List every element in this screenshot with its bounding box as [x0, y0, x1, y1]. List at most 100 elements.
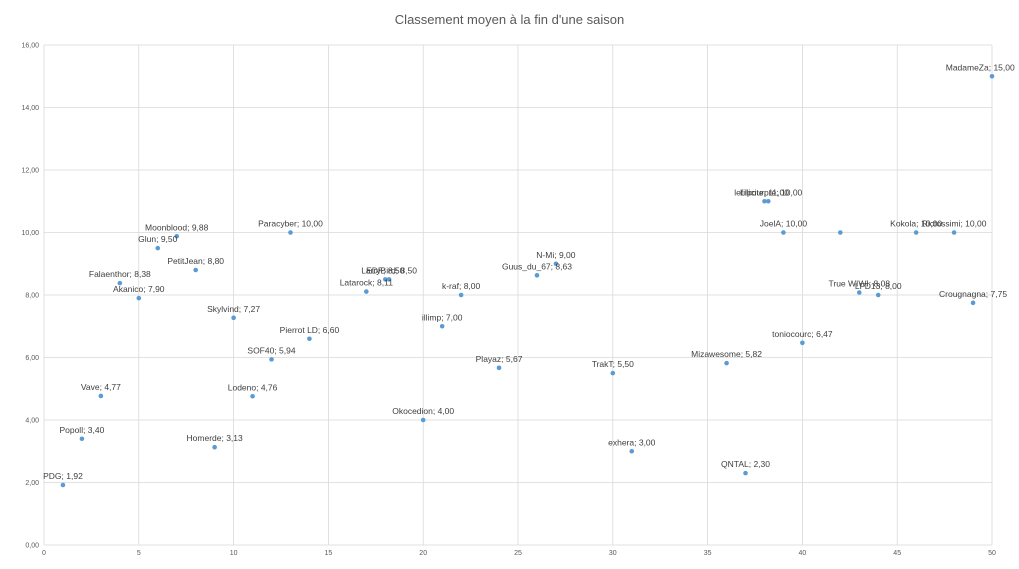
data-label: Rictossimi; 10,00: [922, 219, 987, 229]
data-label: Pierrot LD; 6,60: [280, 325, 340, 335]
data-point: [288, 230, 293, 235]
data-label: LFD13; 8,00: [855, 281, 902, 291]
chart-title: Classement moyen à la fin d'une saison: [394, 12, 625, 27]
data-point: [382, 277, 388, 282]
data-label: lefilpourpre; 10,00: [734, 187, 802, 197]
y-tick-label: 6,00: [25, 355, 39, 362]
data-label: Popoll; 3,40: [59, 425, 104, 435]
data-point: [724, 360, 729, 366]
data-label: SOF40; 5,94: [247, 345, 295, 355]
y-tick-label: 8,00: [25, 293, 39, 300]
data-point: [193, 267, 198, 273]
data-point: [553, 261, 559, 267]
data-label: Okocedion; 4,00: [392, 406, 454, 416]
data-point: [98, 393, 104, 399]
x-tick-label: 0: [42, 550, 46, 557]
data-point: [629, 448, 635, 454]
data-label: Kokola; 10,00: [890, 219, 942, 229]
data-label: exhera; 3,00: [608, 437, 656, 447]
data-label: Vave; 4,77: [81, 382, 121, 392]
y-tick-label: 10,00: [21, 230, 39, 237]
x-tick-label: 10: [230, 550, 238, 557]
data-point: [838, 230, 843, 235]
data-point: [117, 280, 123, 286]
x-tick-label: 5: [137, 550, 141, 557]
data-point: [155, 245, 161, 251]
x-tick-label: 50: [988, 550, 996, 557]
data-point: [496, 365, 502, 371]
data-label: illimp; 7,00: [422, 312, 463, 322]
data-label: LarryBird; 8,50: [361, 265, 417, 275]
data-point: [386, 277, 392, 282]
y-tick-label: 0,00: [25, 543, 39, 550]
data-label: Latarock; 8,11: [340, 278, 394, 288]
data-label: Lilicite; 11,00: [740, 187, 789, 197]
data-point: [307, 336, 312, 342]
x-tick-label: 40: [799, 550, 807, 557]
data-label: Lodeno; 4,76: [228, 382, 278, 392]
data-label: QNTAL; 2,30: [721, 459, 770, 469]
data-label: JoelA; 10,00: [760, 219, 808, 229]
data-label: Skylvind; 7,27: [207, 304, 260, 314]
data-point: [989, 73, 995, 79]
data-label: Falaenthor; 8,38: [89, 269, 151, 279]
data-label: PetitJean; 8,80: [167, 256, 224, 266]
data-point: [458, 292, 464, 298]
data-labels: PDG; 1,92 Popoll; 3,40 Vave; 4,77 Falaentho…: [43, 62, 1015, 481]
data-label: Guus_du_67; 8,63: [502, 261, 572, 271]
data-point: [762, 198, 767, 204]
data-point: [79, 436, 85, 442]
data-point: [743, 470, 748, 476]
data-point: [250, 393, 255, 399]
data-label: EDF; 8,50: [366, 265, 405, 275]
data-point: [781, 230, 786, 235]
data-label: k-raf; 8,00: [442, 281, 481, 291]
data-point: [534, 273, 540, 278]
data-point: [231, 315, 236, 321]
tick-labels: 0 5 10 15 20 25 30 35 40 45 50 0,00 2,00 4,00 6,00 8,00…: [21, 43, 996, 558]
y-tick-label: 16,00: [21, 43, 39, 50]
data-point: [913, 230, 919, 235]
data-point: [174, 233, 180, 239]
data-label: Paracyber; 10,00: [258, 219, 323, 229]
data-label: PDG; 1,92: [43, 471, 83, 481]
y-tick-label: 12,00: [21, 168, 39, 175]
gridlines: [43, 44, 993, 546]
data-point: [951, 230, 957, 235]
data-label: MadameZa; 15,00: [946, 62, 1015, 72]
data-point: [856, 290, 862, 295]
data-point: [439, 323, 445, 329]
data-point: [765, 198, 771, 204]
data-label: toniocourc; 6,47: [772, 329, 833, 339]
data-point: [60, 482, 66, 488]
data-point: [136, 295, 142, 301]
data-point: [420, 417, 426, 423]
data-label: Glun; 9,50: [138, 234, 177, 244]
data-point: [970, 300, 976, 306]
data-label: Playaz; 5,67: [476, 354, 523, 364]
x-tick-label: 15: [325, 550, 333, 557]
x-tick-label: 45: [893, 550, 901, 557]
data-point: [800, 340, 805, 346]
data-points: [60, 73, 995, 488]
x-tick-label: 30: [609, 550, 617, 557]
data-point: [212, 444, 217, 450]
x-tick-label: 25: [514, 550, 522, 557]
x-tick-label: 20: [419, 550, 427, 557]
data-label: Crougnagna; 7,75: [939, 289, 1007, 299]
data-label: TrakT; 5,50: [592, 359, 634, 369]
x-tick-label: 35: [704, 550, 712, 557]
data-label: True WIWI; 8,08: [828, 279, 890, 289]
y-tick-label: 14,00: [21, 105, 39, 112]
y-tick-label: 4,00: [25, 418, 39, 425]
data-point: [875, 292, 881, 298]
data-label: Mizawesome; 5,82: [691, 349, 762, 359]
data-label: N-Mi; 9,00: [536, 250, 575, 260]
y-tick-label: 2,00: [25, 480, 39, 487]
data-label: Akanico; 7,90: [113, 284, 165, 294]
data-label: Moonblood; 9,88: [145, 222, 209, 232]
data-label: Homerde; 3,13: [187, 433, 243, 443]
data-point: [269, 357, 274, 362]
